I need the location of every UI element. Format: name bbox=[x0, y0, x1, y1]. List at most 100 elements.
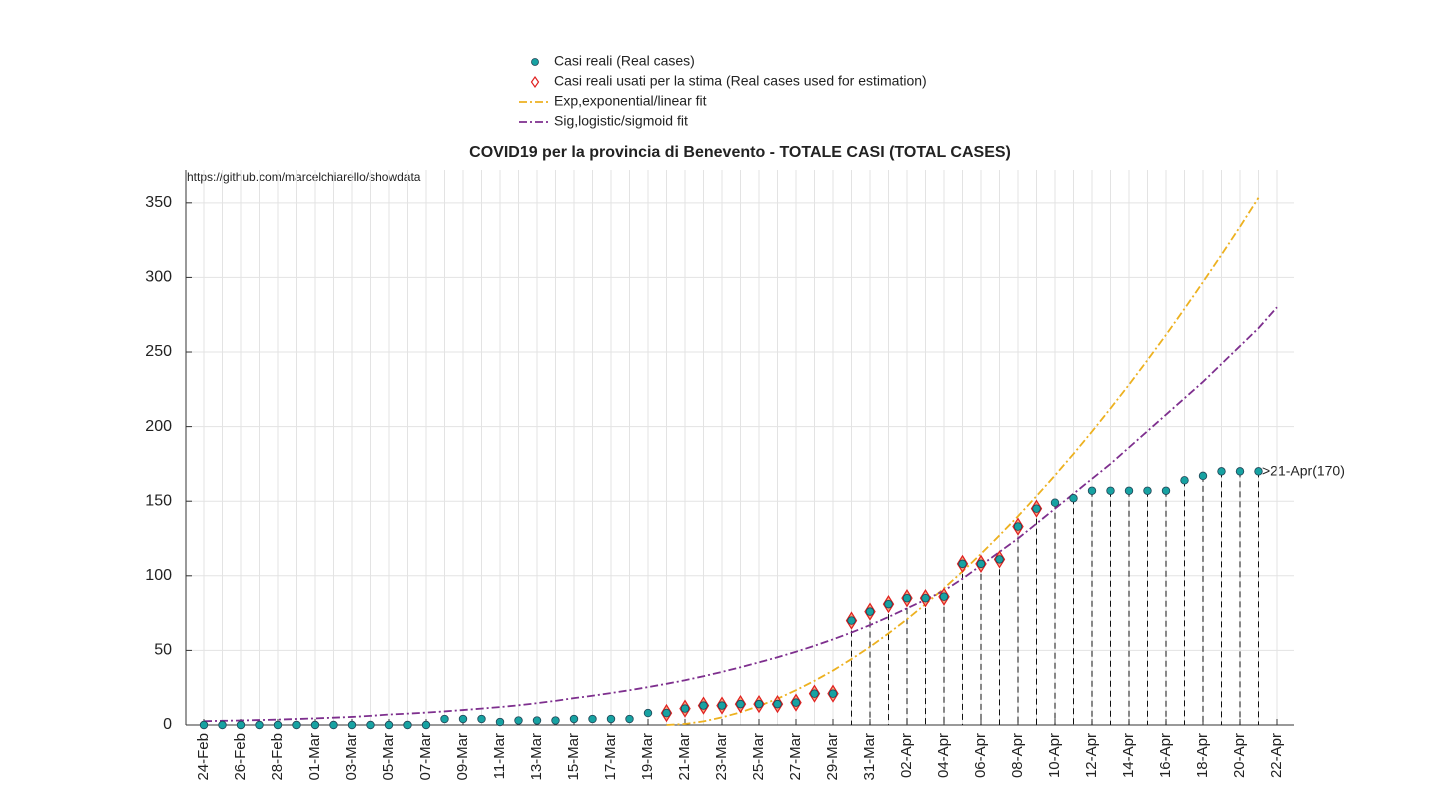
data-point bbox=[884, 599, 893, 609]
x-tick-label: 11-Mar bbox=[491, 733, 508, 779]
data-point bbox=[347, 720, 357, 730]
data-point bbox=[403, 720, 412, 730]
data-point bbox=[588, 714, 597, 724]
data-point bbox=[680, 704, 690, 713]
x-tick-label: 09-Mar bbox=[454, 733, 471, 781]
data-point bbox=[551, 716, 560, 725]
x-tick-label: 20-Apr bbox=[1231, 733, 1248, 778]
data-point bbox=[292, 720, 301, 730]
x-tick-label: 21-Mar bbox=[676, 733, 693, 781]
legend-marker bbox=[531, 58, 539, 66]
data-point bbox=[1180, 476, 1189, 485]
x-tick-label: 22-Apr bbox=[1268, 733, 1285, 778]
data-point bbox=[865, 607, 875, 616]
data-point bbox=[1161, 486, 1171, 495]
data-point bbox=[310, 720, 320, 730]
data-point bbox=[1106, 486, 1115, 495]
data-point bbox=[625, 714, 634, 724]
x-tick-label: 27-Mar bbox=[787, 733, 804, 781]
data-point bbox=[773, 699, 782, 709]
data-point bbox=[958, 559, 967, 569]
data-point bbox=[495, 717, 505, 727]
data-point bbox=[1013, 522, 1023, 531]
annotation: >21-Apr(170) bbox=[1262, 463, 1345, 479]
data-point bbox=[1087, 486, 1097, 495]
x-tick-label: 02-Apr bbox=[898, 733, 915, 778]
data-point bbox=[1254, 467, 1263, 476]
x-tick-label: 26-Feb bbox=[232, 733, 249, 781]
x-tick-label: 18-Apr bbox=[1194, 733, 1211, 778]
data-point bbox=[236, 720, 246, 730]
data-point bbox=[218, 720, 227, 730]
legend-label: Sig,logistic/sigmoid fit bbox=[554, 113, 688, 129]
data-point bbox=[1235, 467, 1245, 476]
y-tick-label: 150 bbox=[145, 492, 172, 509]
x-tick-label: 07-Mar bbox=[417, 733, 434, 781]
x-tick-label: 04-Apr bbox=[935, 733, 952, 778]
x-tick-label: 31-Mar bbox=[861, 733, 878, 781]
data-point bbox=[754, 699, 764, 709]
x-tick-label: 23-Mar bbox=[713, 733, 730, 781]
data-point bbox=[514, 716, 523, 725]
x-tick-label: 01-Mar bbox=[306, 733, 323, 781]
data-point bbox=[902, 593, 912, 603]
fit-line bbox=[203, 306, 1278, 723]
chart-title: COVID19 per la provincia di Benevento - … bbox=[469, 144, 1011, 161]
y-tick-label: 50 bbox=[154, 642, 172, 659]
data-point bbox=[199, 720, 209, 730]
y-tick-label: 250 bbox=[145, 343, 172, 360]
x-tick-label: 10-Apr bbox=[1046, 733, 1063, 778]
x-tick-label: 24-Feb bbox=[195, 733, 212, 781]
legend-label: Casi reali usati per la stima (Real case… bbox=[554, 73, 927, 89]
x-tick-label: 17-Mar bbox=[602, 733, 619, 781]
data-point bbox=[1217, 467, 1226, 476]
data-point bbox=[384, 720, 394, 730]
data-point bbox=[255, 720, 264, 730]
x-tick-label: 13-Mar bbox=[528, 733, 545, 781]
y-tick-label: 300 bbox=[145, 269, 172, 286]
x-tick-label: 19-Mar bbox=[639, 733, 656, 781]
data-point bbox=[1143, 486, 1152, 495]
data-point bbox=[791, 698, 801, 707]
data-point bbox=[1069, 494, 1078, 503]
data-point bbox=[939, 592, 949, 601]
source-note: https://github.com/marcelchiarello/showd… bbox=[187, 170, 421, 184]
legend-label: Exp,exponential/linear fit bbox=[554, 93, 707, 109]
data-point bbox=[1124, 486, 1134, 495]
x-tick-label: 28-Feb bbox=[269, 733, 286, 781]
x-tick-label: 06-Apr bbox=[972, 733, 989, 778]
data-point bbox=[717, 701, 727, 710]
data-point bbox=[1198, 471, 1208, 481]
data-point bbox=[828, 689, 838, 698]
x-tick-label: 14-Apr bbox=[1120, 733, 1137, 778]
x-tick-label: 12-Apr bbox=[1083, 733, 1100, 778]
x-tick-label: 05-Mar bbox=[380, 733, 397, 781]
data-point bbox=[847, 616, 856, 625]
data-point bbox=[1032, 504, 1041, 513]
grid bbox=[186, 170, 1294, 726]
data-point bbox=[1050, 498, 1060, 507]
x-tick-label: 15-Mar bbox=[565, 733, 582, 781]
data-point bbox=[421, 720, 431, 730]
data-point bbox=[532, 716, 542, 725]
x-tick-label: 08-Apr bbox=[1009, 733, 1026, 778]
data-point bbox=[810, 689, 819, 698]
data-point bbox=[329, 720, 338, 730]
y-tick-label: 100 bbox=[145, 567, 172, 584]
x-tick-label: 03-Mar bbox=[343, 733, 360, 781]
y-tick-label: 350 bbox=[145, 194, 172, 211]
data-point bbox=[477, 714, 486, 724]
legend-marker bbox=[530, 75, 540, 89]
x-tick-label: 29-Mar bbox=[824, 733, 841, 781]
data-point bbox=[976, 559, 986, 569]
data-point bbox=[995, 555, 1004, 564]
legend-label: Casi reali (Real cases) bbox=[554, 53, 695, 69]
data-point bbox=[440, 714, 449, 724]
data-point bbox=[458, 714, 468, 724]
data-point bbox=[736, 699, 745, 709]
data-point bbox=[643, 708, 653, 718]
data-point bbox=[273, 720, 283, 730]
data-point bbox=[662, 708, 671, 718]
data-point bbox=[366, 720, 375, 730]
